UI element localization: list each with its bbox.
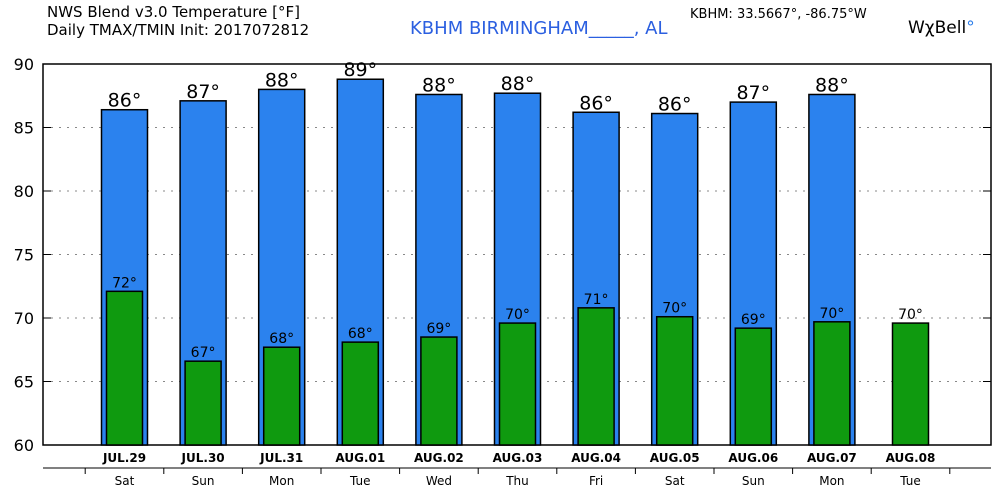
x-day-label: Mon: [819, 474, 844, 488]
tmax-label: 88°: [422, 74, 456, 96]
y-tick-label: 75: [14, 246, 34, 265]
x-date-label: AUG.01: [335, 451, 385, 465]
tmin-label: 68°: [348, 326, 373, 342]
tmax-label: 89°: [343, 59, 377, 81]
tmin-bar: [498, 322, 537, 446]
x-day-label: Sun: [192, 474, 215, 488]
x-date-label: JUL.30: [181, 451, 225, 465]
chart-title: NWS Blend v3.0 Temperature [°F]: [47, 3, 300, 21]
tmax-label: 88°: [815, 74, 849, 96]
y-tick-label: 85: [14, 119, 34, 138]
tmin-bar: [813, 321, 851, 446]
tmax-label: 86°: [579, 92, 613, 114]
station-name: KBHM BIRMINGHAM_____, AL: [410, 18, 668, 39]
tmin-bar: [420, 336, 458, 446]
tmax-label: 88°: [501, 73, 535, 95]
x-date-label: JUL.31: [259, 451, 303, 465]
tmin-bar: [734, 327, 773, 446]
tmin-bar: [262, 346, 301, 446]
tmin-label: 68°: [269, 331, 294, 347]
y-tick-label: 70: [14, 309, 34, 328]
x-day-label: Fri: [589, 474, 603, 488]
y-tick-label: 60: [14, 436, 34, 455]
tmin-bar: [891, 322, 930, 446]
tmin-label: 69°: [741, 312, 766, 328]
tmin-label: 70°: [898, 307, 923, 323]
x-day-label: Wed: [426, 474, 452, 488]
tmax-label: 86°: [108, 90, 142, 112]
brand-dot-icon: °: [966, 18, 975, 38]
tmax-label: 87°: [736, 82, 770, 104]
x-date-label: AUG.08: [886, 451, 936, 465]
x-day-label: Tue: [349, 474, 371, 488]
x-date-label: AUG.06: [728, 451, 778, 465]
tmin-bar: [184, 360, 222, 446]
tmin-bar: [341, 341, 380, 446]
tmin-label: 67°: [191, 345, 216, 361]
tmin-label: 70°: [819, 306, 844, 322]
x-date-label: AUG.05: [650, 451, 700, 465]
x-date-label: AUG.03: [493, 451, 543, 465]
x-day-label: Tue: [899, 474, 921, 488]
x-day-label: Sun: [742, 474, 765, 488]
tmin-label: 70°: [505, 307, 530, 323]
tmax-label: 86°: [658, 94, 692, 116]
tmin-label: 71°: [584, 292, 609, 308]
x-day-label: Mon: [269, 474, 294, 488]
brand-text: WχBell: [908, 18, 967, 38]
chart-subtitle: Daily TMAX/TMIN Init: 2017072812: [47, 21, 310, 39]
tmin-bar: [105, 290, 144, 446]
x-date-label: AUG.02: [414, 451, 464, 465]
station-coords: KBHM: 33.5667°, -86.75°W: [690, 7, 867, 22]
tmax-label: 88°: [265, 69, 299, 91]
tmin-bar: [655, 315, 694, 446]
tmin-label: 72°: [112, 275, 137, 291]
y-tick-label: 80: [14, 182, 34, 201]
x-date-label: AUG.07: [807, 451, 857, 465]
x-date-label: AUG.04: [571, 451, 621, 465]
tmin-label: 69°: [426, 321, 451, 337]
x-date-label: JUL.29: [102, 451, 146, 465]
tmin-label: 70°: [662, 301, 687, 317]
tmin-bar: [577, 307, 615, 446]
x-day-label: Sat: [115, 474, 135, 488]
y-tick-label: 90: [14, 55, 34, 74]
x-day-label: Thu: [505, 474, 529, 488]
brand-logo: WχBell°: [908, 20, 975, 37]
x-day-label: Sat: [665, 474, 685, 488]
tmax-label: 87°: [186, 81, 220, 103]
y-tick-label: 65: [14, 373, 34, 392]
